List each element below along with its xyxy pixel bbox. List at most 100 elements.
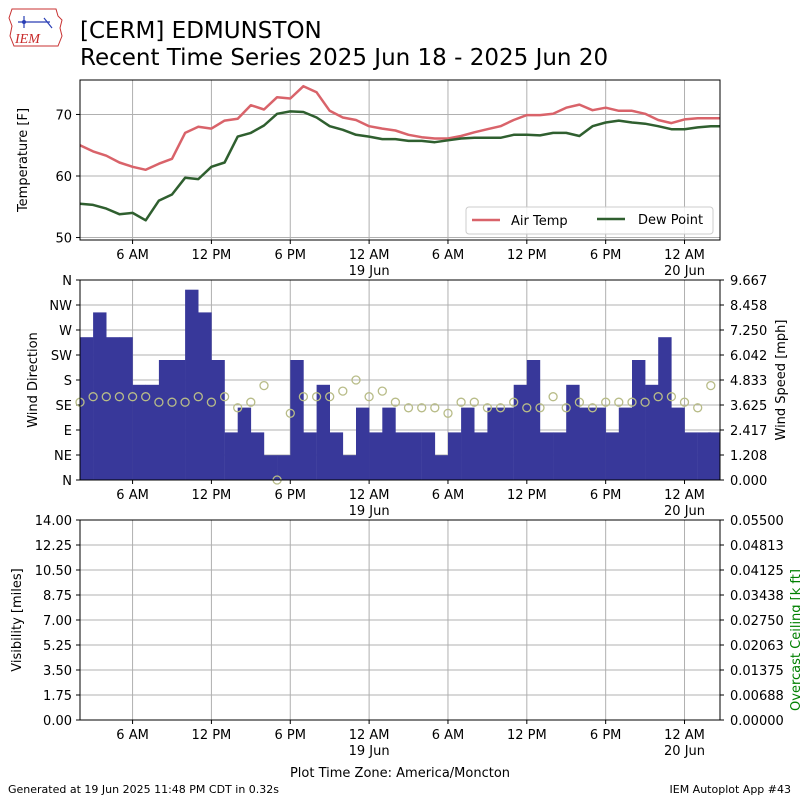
- wind-direction-marker: [456, 397, 466, 407]
- wind-speed-bar: [487, 407, 501, 480]
- axes-frame: [79, 519, 721, 721]
- x-tick-label: 12 PM: [192, 248, 232, 263]
- wind-speed-bar: [303, 432, 317, 480]
- y2-tick-label: 2.417: [730, 424, 767, 439]
- y-tick-label: 50: [55, 232, 72, 247]
- y-tick-label: E: [64, 424, 72, 439]
- wind-speed-bar: [684, 432, 698, 480]
- wind-direction-marker: [364, 392, 374, 402]
- y-tick-label: 3.50: [43, 664, 72, 679]
- y-tick-label: 10.50: [35, 564, 72, 579]
- x-tick-label: 6 PM: [590, 248, 621, 263]
- wind-direction-marker: [574, 397, 585, 407]
- wind-speed-bar: [526, 360, 541, 480]
- wind-direction-marker: [706, 380, 716, 391]
- wind-direction-marker: [693, 403, 703, 413]
- y-tick-label: NW: [49, 299, 72, 314]
- wind-direction-marker: [285, 408, 295, 418]
- wind-speed-bar: [645, 384, 659, 480]
- x-tick-label: 6 PM: [590, 728, 621, 743]
- x-tick-sublabel: 20 Jun: [664, 504, 705, 519]
- wind-speed-bar: [540, 432, 554, 480]
- wind-speed-bar: [158, 360, 173, 480]
- wind-direction-marker: [509, 397, 519, 407]
- wind-direction-marker: [601, 397, 611, 407]
- logo-text: IEM: [14, 32, 41, 47]
- wind-speed-bar: [316, 384, 330, 480]
- y-tick-label: 60: [55, 170, 72, 185]
- y-tick-label: SE: [56, 399, 72, 414]
- wind-direction-marker: [495, 403, 506, 413]
- x-tick-label: 12 PM: [192, 728, 232, 743]
- x-tick-label: 6 AM: [432, 488, 465, 503]
- x-tick-sublabel: 19 Jun: [349, 744, 390, 759]
- y2-tick-label: 0.04813: [730, 539, 784, 554]
- y-axis-label-temperature: Temperature [F]: [16, 108, 31, 213]
- wind-direction-marker: [233, 403, 243, 413]
- y-axis-label-wind-direction: Wind Direction: [26, 332, 41, 428]
- wind-direction-marker: [417, 403, 427, 413]
- wind-direction-marker: [154, 397, 164, 407]
- wind-direction-marker: [311, 392, 322, 402]
- wind-speed-bar: [382, 407, 396, 480]
- wind-speed-bar: [172, 360, 186, 480]
- wind-speed-bar: [513, 384, 528, 480]
- wind-direction-marker: [325, 392, 335, 402]
- x-tick-label: 12 AM: [349, 728, 390, 743]
- wind-direction-marker: [101, 392, 111, 402]
- y2-tick-label: 0.05500: [730, 514, 784, 529]
- wind-speed-bar: [119, 337, 133, 480]
- y2-tick-label: 0.000: [730, 474, 767, 489]
- wind-speed-bar: [395, 432, 409, 480]
- series-line-dew-point: [79, 110, 720, 222]
- x-tick-label: 6 PM: [275, 248, 306, 263]
- wind-speed-bar: [264, 455, 278, 480]
- wind-speed-bar: [290, 360, 304, 480]
- y2-tick-label: 7.250: [730, 324, 767, 339]
- wind-speed-bar: [658, 337, 672, 480]
- y-tick-label: NE: [54, 449, 72, 464]
- wind-speed-bar: [500, 407, 514, 480]
- wind-speed-bar: [461, 407, 475, 480]
- wind-direction-marker: [114, 392, 125, 402]
- y2-tick-label: 9.667: [730, 274, 767, 289]
- wind-speed-bar: [708, 432, 721, 480]
- wind-direction-marker: [219, 392, 230, 402]
- legend-label-dew-point: Dew Point: [638, 213, 703, 228]
- y2-tick-label: 4.833: [730, 374, 767, 389]
- series-line-air-temp: [79, 84, 720, 172]
- wind-speed-bar: [211, 360, 225, 480]
- x-tick-label: 12 AM: [664, 728, 705, 743]
- y-axis-label-visibility: Visibility [miles]: [10, 568, 25, 671]
- wind-direction-marker: [679, 397, 690, 407]
- wind-direction-marker: [377, 386, 387, 396]
- wind-direction-marker: [246, 397, 256, 407]
- wind-direction-marker: [351, 375, 361, 385]
- wind-speed-bar: [342, 455, 357, 480]
- y-tick-label: 70: [55, 108, 72, 123]
- wind-direction-marker: [259, 380, 269, 391]
- wind-direction-marker: [206, 397, 217, 407]
- wind-direction-marker: [561, 403, 571, 413]
- wind-speed-bar: [605, 432, 620, 480]
- footer-app: IEM Autoplot App #43: [669, 783, 792, 796]
- x-tick-label: 12 PM: [507, 488, 547, 503]
- wind-speed-bar: [618, 407, 633, 480]
- wind-direction-marker: [180, 397, 190, 407]
- x-tick-label: 6 AM: [432, 728, 465, 743]
- y-tick-label: 14.00: [35, 514, 72, 529]
- wind-direction-marker: [666, 392, 677, 402]
- y-tick-label: S: [64, 374, 72, 389]
- wind-direction-marker: [127, 392, 138, 402]
- wind-direction-marker: [482, 403, 493, 413]
- wind-speed-bar: [448, 432, 462, 480]
- wind-direction-marker: [390, 397, 401, 407]
- wind-speed-bar: [198, 312, 212, 480]
- legend-label-air-temp: Air Temp: [511, 214, 568, 229]
- wind-speed-bar: [632, 360, 646, 480]
- y-tick-label: 5.25: [43, 639, 72, 654]
- y2-tick-label: 0.04125: [730, 564, 784, 579]
- x-tick-sublabel: 20 Jun: [664, 744, 705, 759]
- x-tick-label: 6 AM: [116, 728, 149, 743]
- wind-direction-marker: [88, 392, 98, 402]
